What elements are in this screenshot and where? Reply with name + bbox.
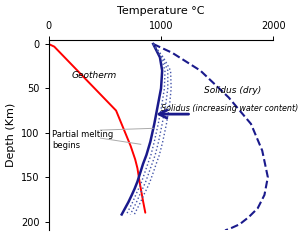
Text: Geotherm: Geotherm (71, 71, 116, 80)
Y-axis label: Depth (Km): Depth (Km) (6, 103, 16, 167)
Text: Solidus (dry): Solidus (dry) (204, 86, 261, 95)
Title: Temperature °C: Temperature °C (117, 6, 205, 16)
Text: Partial melting
begins: Partial melting begins (52, 130, 113, 149)
Text: Solidus (increasing water content): Solidus (increasing water content) (161, 104, 298, 113)
